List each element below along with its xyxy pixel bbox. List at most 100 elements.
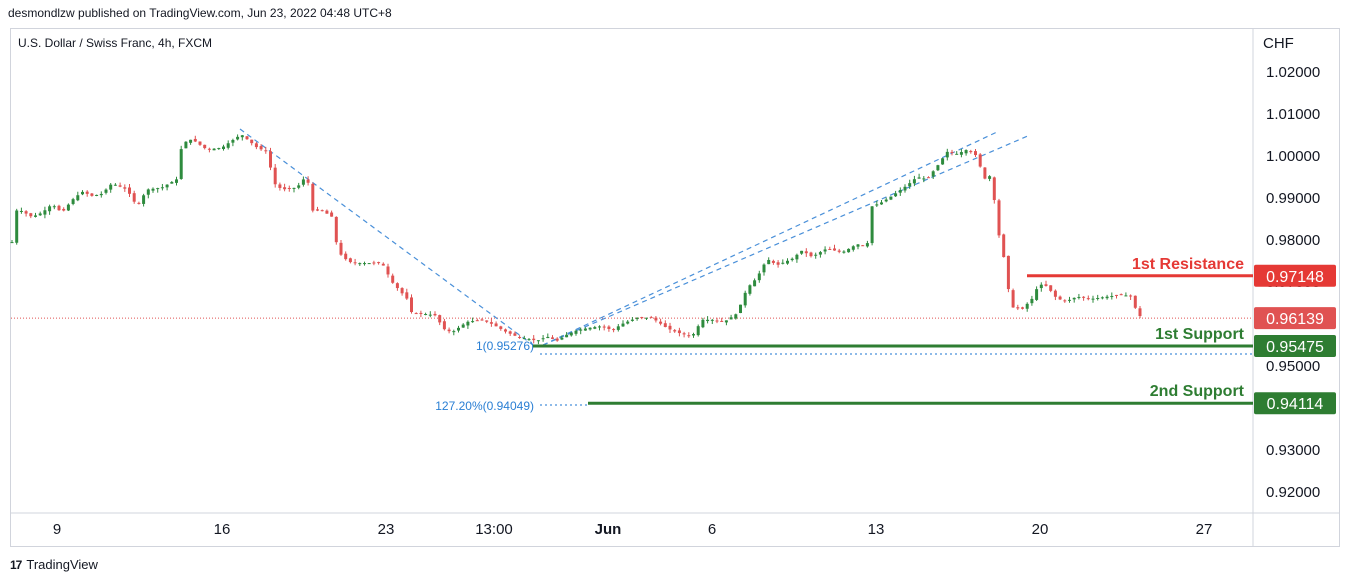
candle-body xyxy=(654,317,658,321)
candle-body xyxy=(175,179,178,183)
candle-body xyxy=(917,177,921,179)
candle-body xyxy=(1091,298,1095,300)
candle-body xyxy=(682,333,686,335)
candle-body xyxy=(978,154,982,167)
candle-body xyxy=(720,320,724,322)
candle-body xyxy=(598,326,601,328)
candle-body xyxy=(1119,294,1123,296)
candle-body xyxy=(400,288,404,294)
candle-body xyxy=(217,148,221,150)
x-tick-label: 23 xyxy=(378,521,395,538)
candle-body xyxy=(522,338,526,340)
candle-body xyxy=(109,184,113,190)
candle-body xyxy=(992,177,996,201)
candle-body xyxy=(367,263,371,265)
candle-body xyxy=(687,335,691,337)
candle-body xyxy=(485,320,489,322)
candle-body xyxy=(452,331,456,333)
candle-body xyxy=(475,320,479,322)
candle-body xyxy=(800,250,804,254)
axis-unit-label: CHF xyxy=(1263,35,1294,52)
candle-body xyxy=(555,338,559,341)
candle-body xyxy=(1002,234,1006,258)
level-price-label-3: 0.94114 xyxy=(1267,396,1324,413)
candle-body xyxy=(1129,295,1133,297)
candle-body xyxy=(701,319,705,328)
candle-body xyxy=(626,321,630,324)
candle-body xyxy=(269,151,272,168)
candle-body xyxy=(66,204,70,211)
candle-body xyxy=(57,205,61,211)
candle-body xyxy=(480,319,484,321)
candle-body xyxy=(739,304,742,314)
level-price-box-3 xyxy=(1254,392,1336,415)
candle-body xyxy=(734,314,738,319)
candle-body xyxy=(931,171,935,177)
y-tick-label: 1.02000 xyxy=(1266,64,1320,81)
candle-body xyxy=(222,146,225,150)
candle-body xyxy=(927,177,930,179)
candle-body xyxy=(71,199,75,204)
symbol-title: U.S. Dollar / Swiss Franc, 4h, FXCM xyxy=(18,36,213,50)
candle-body xyxy=(250,139,254,144)
candle-body xyxy=(536,340,540,342)
candle-body xyxy=(1030,298,1034,304)
level-price-box-2 xyxy=(1254,335,1336,358)
level-price-label-1: 0.97148 xyxy=(1266,269,1324,286)
candle-body xyxy=(508,331,512,334)
candle-body xyxy=(1068,299,1071,301)
candle-body xyxy=(673,330,677,332)
candle-body xyxy=(381,263,385,266)
candle-body xyxy=(818,252,822,255)
trendline-down xyxy=(239,128,534,346)
candle-body xyxy=(90,193,94,196)
x-tick-label: 13 xyxy=(868,521,885,538)
candle-body xyxy=(325,210,329,214)
candle-body xyxy=(894,193,898,197)
candle-body xyxy=(1110,296,1114,298)
fib-127-label: 127.20%(0.94049) xyxy=(435,399,534,413)
candle-body xyxy=(471,321,475,323)
candle-body xyxy=(142,195,146,204)
candle-body xyxy=(386,266,390,275)
candle-body xyxy=(344,253,348,260)
candle-body xyxy=(861,245,865,247)
candle-body xyxy=(814,254,818,256)
candle-body xyxy=(616,326,620,330)
candle-body xyxy=(847,248,851,253)
candle-body xyxy=(1086,298,1090,300)
y-tick-label: 0.98000 xyxy=(1266,232,1320,249)
level-name-2: 1st Support xyxy=(1155,326,1245,343)
candle-body xyxy=(236,136,240,140)
candle-body xyxy=(1039,284,1043,289)
candle-body xyxy=(391,275,395,283)
candle-body xyxy=(945,151,949,158)
candle-body xyxy=(1035,289,1039,300)
candle-body xyxy=(466,321,470,326)
candle-body xyxy=(776,262,780,265)
candle-body xyxy=(76,195,80,201)
candle-body xyxy=(428,314,432,316)
candle-body xyxy=(729,317,733,320)
candle-body xyxy=(969,151,973,153)
candle-body xyxy=(1105,296,1109,299)
candle-body xyxy=(781,262,785,264)
candle-body xyxy=(10,242,14,244)
level-name-1: 1st Resistance xyxy=(1132,256,1244,273)
candle-body xyxy=(823,249,827,252)
candle-body xyxy=(99,193,103,196)
candle-body xyxy=(34,215,37,217)
x-tick-label: Jun xyxy=(595,521,622,538)
candle-body xyxy=(743,292,747,306)
candle-body xyxy=(715,320,719,322)
candle-body xyxy=(160,187,164,189)
candle-body xyxy=(1044,284,1048,286)
candle-body xyxy=(283,187,287,190)
candle-body xyxy=(579,329,583,331)
candle-body xyxy=(677,330,681,334)
candle-body xyxy=(1072,297,1076,300)
candle-body xyxy=(297,185,301,188)
candle-body xyxy=(786,260,789,264)
candle-body xyxy=(889,196,893,200)
